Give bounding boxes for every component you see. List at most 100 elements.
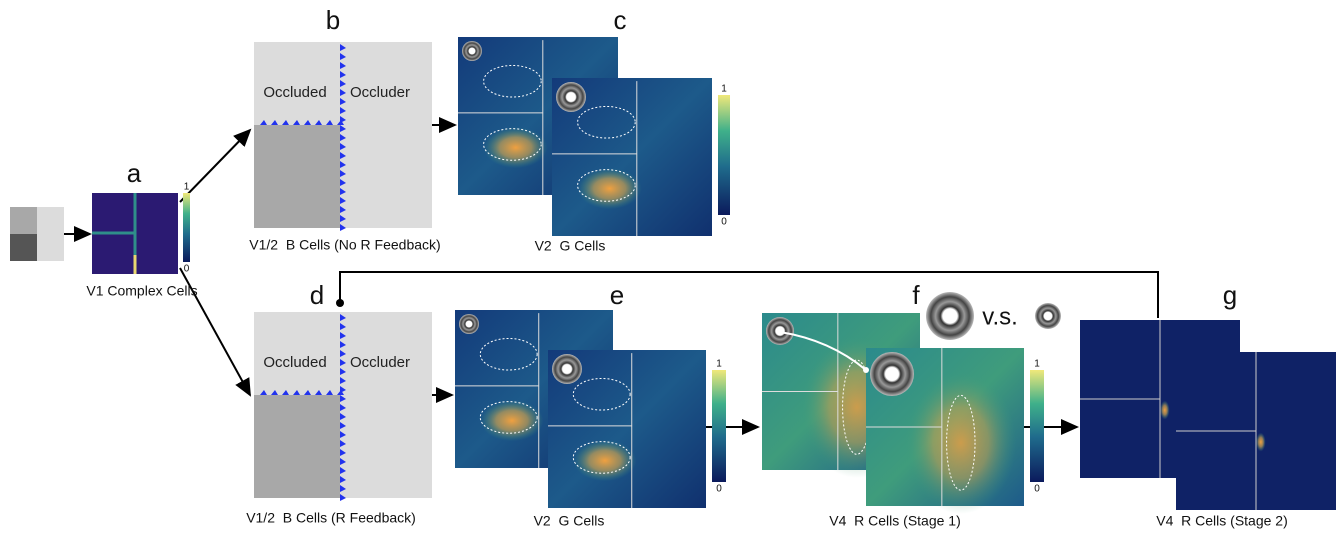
region-label: Occluded: [263, 354, 326, 371]
dashed-ellipse: [479, 401, 538, 434]
border-mark: [340, 98, 346, 105]
caption: V1/2 B Cells (R Feedback): [246, 510, 416, 526]
colorbar: [183, 193, 190, 262]
heatmap: [866, 348, 1024, 514]
border-mark: [340, 53, 346, 60]
panel-letter: f: [912, 280, 920, 310]
colorbar-max: 1: [1034, 359, 1040, 370]
activity: [577, 168, 642, 210]
border-mark: [340, 71, 346, 78]
border-mark: [340, 161, 346, 168]
border-mark: [340, 476, 346, 483]
region-label: Occluder: [350, 84, 410, 101]
dashed-ellipse: [577, 169, 636, 202]
colorbar-min: 0: [721, 217, 727, 228]
border-mark: [340, 350, 346, 357]
occluded-region: [254, 395, 340, 498]
panel-letter: a: [127, 158, 142, 188]
colorbar-min: 0: [184, 264, 190, 275]
border-mark: [282, 390, 289, 395]
colorbar-max: 1: [184, 182, 190, 193]
caption: V2 G Cells: [535, 238, 606, 254]
colorbar-max: 1: [721, 84, 727, 95]
heatmap: [548, 350, 706, 508]
border-mark: [340, 395, 346, 402]
border-mark: [340, 431, 346, 438]
colorbar-min: 0: [1034, 484, 1040, 495]
stimulus-ring: [870, 352, 914, 396]
border-mark: [340, 368, 346, 375]
border-mark: [315, 120, 322, 125]
dashed-ellipse: [483, 128, 542, 161]
border-mark: [271, 120, 278, 125]
colorbar-max: 1: [716, 359, 722, 370]
comparison: v.s.: [982, 303, 1018, 330]
border-mark: [340, 359, 346, 366]
border-mark: [340, 206, 346, 213]
activity: [573, 440, 637, 482]
dashed-ellipse: [572, 377, 631, 411]
border-mark: [340, 125, 346, 132]
border-mark: [340, 80, 346, 87]
caption: V1/2 B Cells (No R Feedback): [249, 237, 440, 253]
border-mark: [340, 224, 346, 231]
border-mark: [340, 62, 346, 69]
dashed-ellipse: [479, 337, 538, 371]
occluded-region: [254, 125, 340, 228]
border-mark: [315, 390, 322, 395]
border-mark: [340, 188, 346, 195]
activity: [483, 127, 548, 169]
border-mark: [293, 390, 300, 395]
input-image: [10, 207, 64, 261]
border-mark: [304, 390, 311, 395]
border-mark: [340, 143, 346, 150]
border-mark: [340, 152, 346, 159]
border-mark: [340, 323, 346, 330]
border-mark: [340, 413, 346, 420]
border-mark: [340, 494, 346, 501]
border-mark: [282, 120, 289, 125]
colorbar: [1030, 370, 1044, 482]
border-mark: [340, 449, 346, 456]
stimulus-ring: [556, 82, 586, 112]
border-mark: [340, 467, 346, 474]
activity: [1160, 400, 1170, 420]
stimulus-ring: [462, 41, 482, 61]
caption: V4 R Cells (Stage 1): [829, 513, 961, 529]
border-mark: [340, 404, 346, 411]
activity: [480, 400, 544, 442]
panel-letter: b: [326, 5, 340, 35]
border-mark: [337, 120, 344, 125]
border-mark: [340, 440, 346, 447]
border-mark: [340, 170, 346, 177]
border-mark: [340, 458, 346, 465]
border-mark: [326, 120, 333, 125]
connector-dot: [777, 329, 783, 335]
border-mark: [326, 390, 333, 395]
stimulus-ring: [552, 354, 582, 384]
activity: [905, 371, 1017, 514]
panel-letter: c: [614, 5, 627, 35]
colorbar-min: 0: [716, 484, 722, 495]
border-mark: [304, 120, 311, 125]
panel-letter: g: [1223, 280, 1237, 310]
border-mark: [260, 390, 267, 395]
border-mark: [340, 314, 346, 321]
border-mark: [340, 197, 346, 204]
border-mark: [340, 422, 346, 429]
activity: [1256, 432, 1266, 452]
caption: V2 G Cells: [534, 513, 605, 529]
border-mark: [337, 390, 344, 395]
ring-small: [1035, 303, 1061, 329]
colorbar: [712, 370, 726, 482]
stimulus-ring: [459, 314, 479, 334]
dashed-ellipse: [572, 441, 631, 474]
border-mark: [340, 332, 346, 339]
border-mark: [260, 120, 267, 125]
colorbar: [718, 95, 730, 215]
heatmap: [552, 78, 712, 236]
heatmap: [1176, 352, 1336, 510]
border-mark: [340, 44, 346, 51]
border-mark: [340, 107, 346, 114]
